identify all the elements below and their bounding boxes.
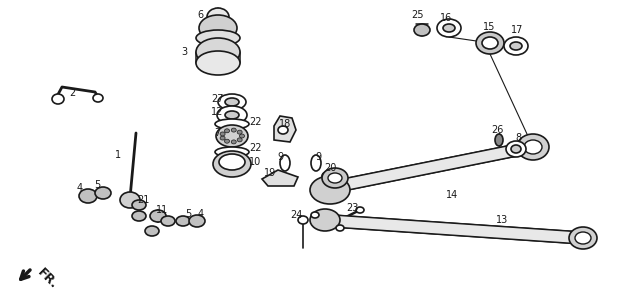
Text: 14: 14 [446, 190, 458, 200]
Ellipse shape [215, 147, 249, 157]
Text: 27: 27 [211, 94, 223, 104]
Ellipse shape [161, 216, 175, 226]
Text: 23: 23 [346, 203, 358, 213]
Text: 7: 7 [214, 128, 220, 138]
Ellipse shape [414, 24, 430, 36]
Ellipse shape [322, 168, 348, 188]
Text: 9: 9 [277, 152, 283, 162]
Ellipse shape [311, 155, 321, 171]
Ellipse shape [328, 173, 342, 183]
Ellipse shape [218, 94, 246, 110]
Ellipse shape [524, 140, 542, 154]
Text: 22: 22 [249, 143, 261, 153]
Text: 24: 24 [290, 210, 302, 220]
Text: 5: 5 [185, 209, 191, 219]
Text: 12: 12 [211, 107, 223, 117]
Ellipse shape [356, 207, 364, 213]
Ellipse shape [495, 134, 503, 146]
Ellipse shape [511, 145, 521, 153]
Text: 11: 11 [156, 205, 168, 215]
Ellipse shape [310, 176, 350, 204]
Text: 8: 8 [515, 133, 521, 143]
Ellipse shape [322, 172, 332, 180]
Ellipse shape [225, 129, 230, 133]
Ellipse shape [280, 155, 290, 171]
Ellipse shape [120, 192, 140, 208]
Ellipse shape [231, 140, 236, 144]
Text: 4: 4 [198, 209, 204, 219]
Ellipse shape [476, 32, 504, 54]
Text: FR.: FR. [35, 266, 61, 292]
Ellipse shape [336, 225, 344, 231]
Ellipse shape [213, 151, 251, 177]
Polygon shape [262, 170, 298, 186]
Text: 10: 10 [249, 157, 261, 167]
Ellipse shape [199, 15, 237, 41]
Ellipse shape [215, 119, 249, 129]
Ellipse shape [145, 226, 159, 236]
Polygon shape [318, 141, 532, 196]
Ellipse shape [132, 200, 146, 210]
Ellipse shape [437, 19, 461, 37]
Ellipse shape [52, 94, 64, 104]
Ellipse shape [225, 98, 239, 106]
Text: 15: 15 [483, 22, 495, 32]
Ellipse shape [225, 139, 230, 143]
Ellipse shape [575, 232, 591, 244]
Ellipse shape [150, 210, 166, 222]
Text: 9: 9 [315, 152, 321, 162]
Ellipse shape [93, 94, 103, 102]
Text: 2: 2 [69, 88, 75, 98]
Text: 19: 19 [264, 168, 276, 178]
Text: 21: 21 [137, 195, 149, 205]
Text: 6: 6 [197, 10, 203, 20]
Ellipse shape [196, 38, 240, 66]
Ellipse shape [207, 8, 229, 26]
Text: 20: 20 [324, 163, 336, 173]
Ellipse shape [217, 106, 247, 124]
Ellipse shape [278, 126, 288, 134]
Ellipse shape [220, 136, 225, 140]
Ellipse shape [311, 212, 319, 218]
Text: 22: 22 [249, 117, 261, 127]
Text: 18: 18 [279, 119, 291, 129]
Ellipse shape [517, 134, 549, 160]
Text: 3: 3 [181, 47, 187, 57]
Ellipse shape [310, 209, 340, 231]
Text: 5: 5 [94, 180, 100, 190]
Text: 13: 13 [496, 215, 508, 225]
Text: 17: 17 [511, 25, 523, 35]
Ellipse shape [196, 51, 240, 75]
Text: 16: 16 [440, 13, 452, 23]
Ellipse shape [506, 141, 526, 157]
Text: 25: 25 [412, 10, 424, 20]
Ellipse shape [239, 134, 244, 138]
Ellipse shape [510, 42, 522, 50]
Ellipse shape [196, 30, 240, 46]
Polygon shape [274, 116, 296, 142]
Ellipse shape [298, 216, 308, 224]
Ellipse shape [237, 130, 242, 134]
Text: 4: 4 [77, 183, 83, 193]
Ellipse shape [237, 138, 242, 142]
Polygon shape [318, 214, 582, 244]
Ellipse shape [569, 227, 597, 249]
Text: 1: 1 [115, 150, 121, 160]
Ellipse shape [95, 187, 111, 199]
Ellipse shape [176, 216, 190, 226]
Ellipse shape [504, 37, 528, 55]
Ellipse shape [132, 211, 146, 221]
Ellipse shape [482, 37, 498, 49]
Ellipse shape [216, 125, 248, 147]
Ellipse shape [225, 111, 239, 119]
Ellipse shape [219, 154, 245, 170]
Ellipse shape [443, 24, 455, 32]
Ellipse shape [231, 128, 236, 132]
Text: 26: 26 [491, 125, 503, 135]
Ellipse shape [79, 189, 97, 203]
Ellipse shape [189, 215, 205, 227]
Ellipse shape [220, 132, 225, 136]
